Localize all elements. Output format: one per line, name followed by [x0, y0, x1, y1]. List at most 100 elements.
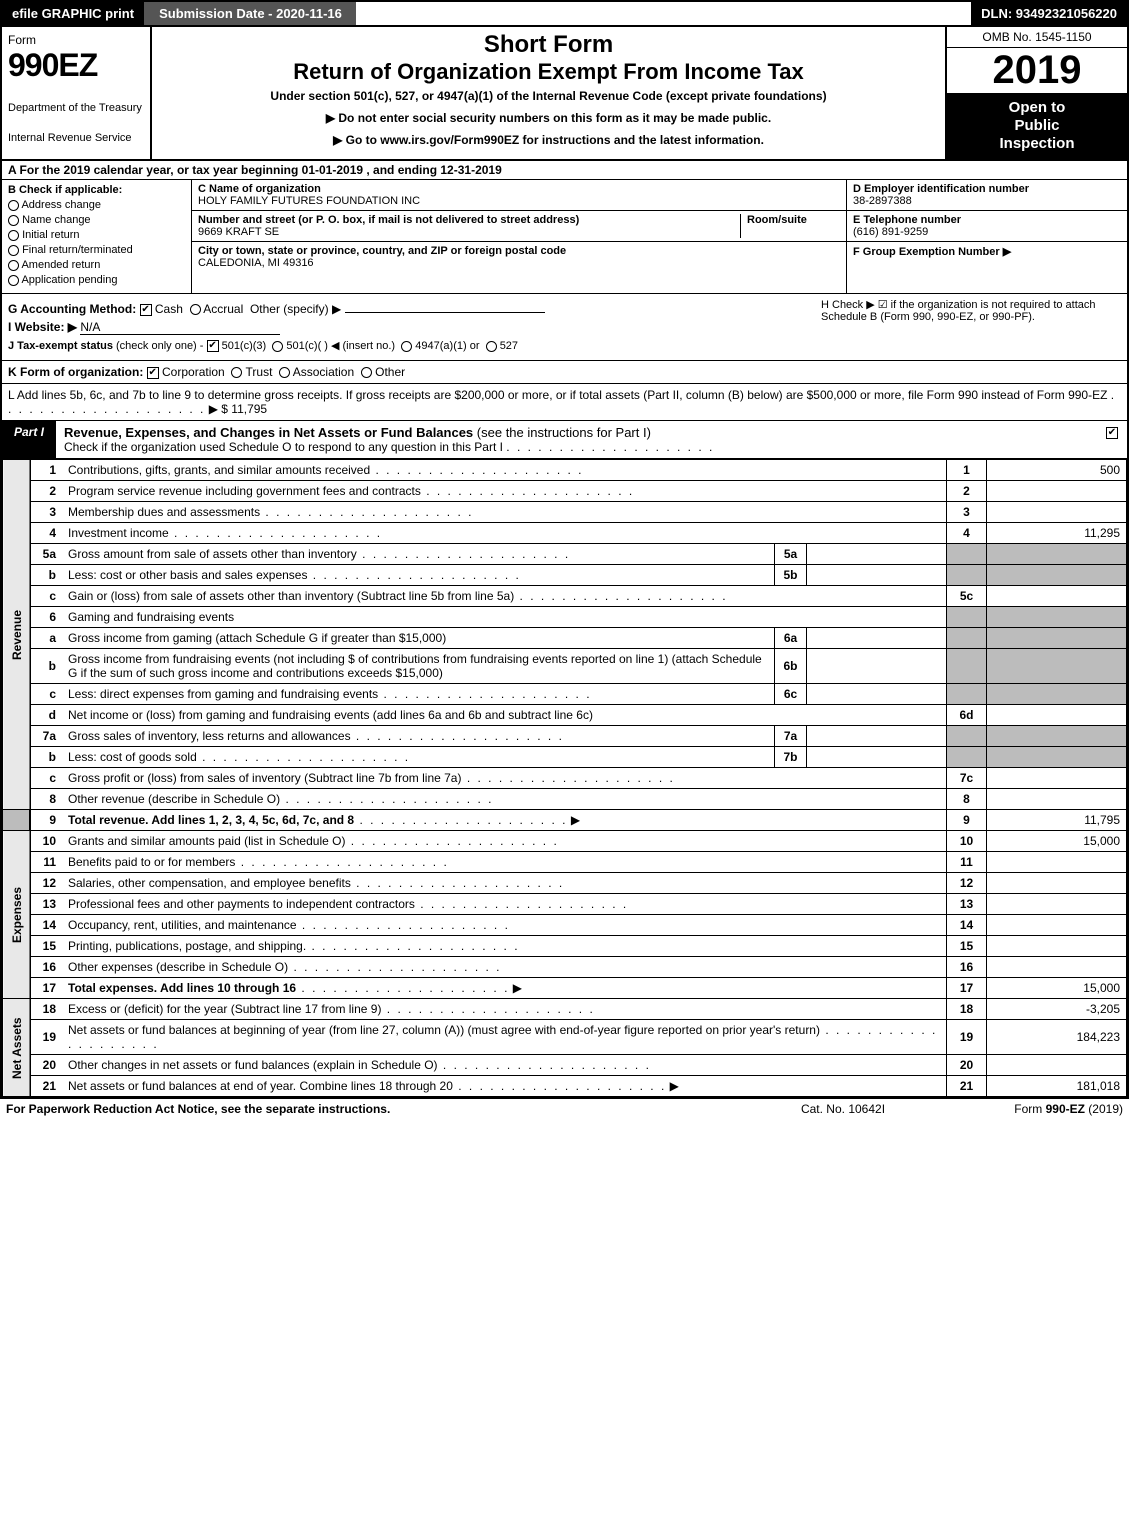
- org-name-row: C Name of organization HOLY FAMILY FUTUR…: [192, 180, 846, 211]
- ln20-ref: 20: [947, 1055, 987, 1076]
- ln16-amt: [987, 957, 1127, 978]
- city-row: City or town, state or province, country…: [192, 242, 846, 272]
- ln5a-num: 5a: [30, 544, 62, 565]
- ln5b-sub: 5b: [775, 565, 807, 586]
- city-label: City or town, state or province, country…: [198, 245, 566, 257]
- ln2-amt: [987, 481, 1127, 502]
- ln12-amt: [987, 873, 1127, 894]
- ln14-num: 14: [30, 915, 62, 936]
- chk-address-change-label: Address change: [21, 199, 101, 211]
- section-bcdef: B Check if applicable: Address change Na…: [2, 180, 1127, 294]
- chk-527[interactable]: [486, 341, 497, 352]
- chk-amended-return[interactable]: Amended return: [8, 259, 185, 271]
- ln6d-amt: [987, 705, 1127, 726]
- ln1-num: 1: [30, 460, 62, 481]
- footer-cat-no: Cat. No. 10642I: [763, 1102, 923, 1116]
- chk-initial-return[interactable]: Initial return: [8, 229, 185, 241]
- footer-form-suffix: (2019): [1085, 1102, 1123, 1116]
- ln21-ref: 21: [947, 1076, 987, 1097]
- part1-schedule-o-check[interactable]: [1097, 421, 1127, 458]
- side-9-blank: [3, 810, 31, 831]
- chk-association[interactable]: [279, 367, 290, 378]
- row-21: 21 Net assets or fund balances at end of…: [3, 1076, 1127, 1097]
- ln17-num: 17: [30, 978, 62, 999]
- l-line: L Add lines 5b, 6c, and 7b to line 9 to …: [2, 384, 1127, 421]
- row-20: 20 Other changes in net assets or fund b…: [3, 1055, 1127, 1076]
- ln5c-num: c: [30, 586, 62, 607]
- ln2-num: 2: [30, 481, 62, 502]
- j-sub: (check only one) -: [116, 340, 203, 352]
- row-18: Net Assets 18 Excess or (deficit) for th…: [3, 999, 1127, 1020]
- ln6a-desc: Gross income from gaming (attach Schedul…: [68, 631, 446, 645]
- l-arrow: ▶ $: [209, 402, 228, 416]
- chk-cash-label: Cash: [155, 302, 183, 316]
- ln9-ref: 9: [947, 810, 987, 831]
- l-text: L Add lines 5b, 6c, and 7b to line 9 to …: [8, 388, 1107, 402]
- chk-501c3[interactable]: [207, 340, 219, 352]
- chk-other-org[interactable]: [361, 367, 372, 378]
- ln5a-subval: [807, 544, 947, 565]
- g-other-input[interactable]: [345, 312, 545, 313]
- street-row: Number and street (or P. O. box, if mail…: [192, 211, 846, 242]
- chk-final-return[interactable]: Final return/terminated: [8, 244, 185, 256]
- chk-address-change[interactable]: Address change: [8, 199, 185, 211]
- ln6-grey-amt: [987, 607, 1127, 628]
- form-container: efile GRAPHIC print Submission Date - 20…: [0, 0, 1129, 1099]
- ln6b-grey-amt: [987, 649, 1127, 684]
- footer-paperwork: For Paperwork Reduction Act Notice, see …: [6, 1102, 763, 1116]
- chk-cash[interactable]: [140, 304, 152, 316]
- ein-value: 38-2897388: [853, 195, 912, 207]
- ln7a-num: 7a: [30, 726, 62, 747]
- row-11: 11 Benefits paid to or for members 11: [3, 852, 1127, 873]
- ln6a-subval: [807, 628, 947, 649]
- side-net-assets: Net Assets: [3, 999, 31, 1097]
- row-14: 14 Occupancy, rent, utilities, and maint…: [3, 915, 1127, 936]
- ln6a-num: a: [30, 628, 62, 649]
- open-public-l2: Public: [953, 117, 1121, 135]
- ln5a-sub: 5a: [775, 544, 807, 565]
- chk-accrual-label: Accrual: [203, 302, 243, 316]
- ln7c-ref: 7c: [947, 768, 987, 789]
- column-c: C Name of organization HOLY FAMILY FUTUR…: [192, 180, 847, 293]
- ln13-amt: [987, 894, 1127, 915]
- chk-application-pending[interactable]: Application pending: [8, 274, 185, 286]
- ln15-ref: 15: [947, 936, 987, 957]
- city-value: CALEDONIA, MI 49316: [198, 257, 314, 269]
- chk-corporation[interactable]: [147, 367, 159, 379]
- room-label: Room/suite: [747, 214, 807, 226]
- ln11-ref: 11: [947, 852, 987, 873]
- ln5a-grey: [947, 544, 987, 565]
- column-b: B Check if applicable: Address change Na…: [2, 180, 192, 293]
- ln16-desc: Other expenses (describe in Schedule O): [68, 960, 288, 974]
- bullet-goto-link[interactable]: ▶ Go to www.irs.gov/Form990EZ for instru…: [160, 133, 937, 147]
- chk-trust[interactable]: [231, 367, 242, 378]
- form-header: Form 990EZ Department of the Treasury In…: [2, 27, 1127, 161]
- row-6b: b Gross income from fundraising events (…: [3, 649, 1127, 684]
- chk-4947[interactable]: [401, 341, 412, 352]
- part1-title-text: Revenue, Expenses, and Changes in Net As…: [64, 425, 473, 440]
- chk-association-label: Association: [293, 365, 354, 379]
- footer-form-number: 990-EZ: [1046, 1102, 1085, 1116]
- row-16: 16 Other expenses (describe in Schedule …: [3, 957, 1127, 978]
- efile-print-button[interactable]: efile GRAPHIC print: [2, 2, 145, 25]
- row-17: 17 Total expenses. Add lines 10 through …: [3, 978, 1127, 999]
- ln3-desc: Membership dues and assessments: [68, 505, 260, 519]
- row-1: Revenue 1 Contributions, gifts, grants, …: [3, 460, 1127, 481]
- ln3-num: 3: [30, 502, 62, 523]
- ln16-ref: 16: [947, 957, 987, 978]
- chk-501c[interactable]: [272, 341, 283, 352]
- g-other-label: Other (specify) ▶: [250, 302, 341, 316]
- ln5b-desc: Less: cost or other basis and sales expe…: [68, 568, 307, 582]
- ln1-desc: Contributions, gifts, grants, and simila…: [68, 463, 370, 477]
- k-line: K Form of organization: Corporation Trus…: [2, 361, 1127, 384]
- website-value: N/A: [80, 320, 280, 335]
- chk-name-change[interactable]: Name change: [8, 214, 185, 226]
- row-2: 2 Program service revenue including gove…: [3, 481, 1127, 502]
- bullet-no-ssn: ▶ Do not enter social security numbers o…: [160, 111, 937, 125]
- row-5c: c Gain or (loss) from sale of assets oth…: [3, 586, 1127, 607]
- title-short-form: Short Form: [160, 31, 937, 59]
- chk-accrual[interactable]: [190, 304, 201, 315]
- ln7a-sub: 7a: [775, 726, 807, 747]
- phone-label: E Telephone number: [853, 214, 961, 226]
- ln12-num: 12: [30, 873, 62, 894]
